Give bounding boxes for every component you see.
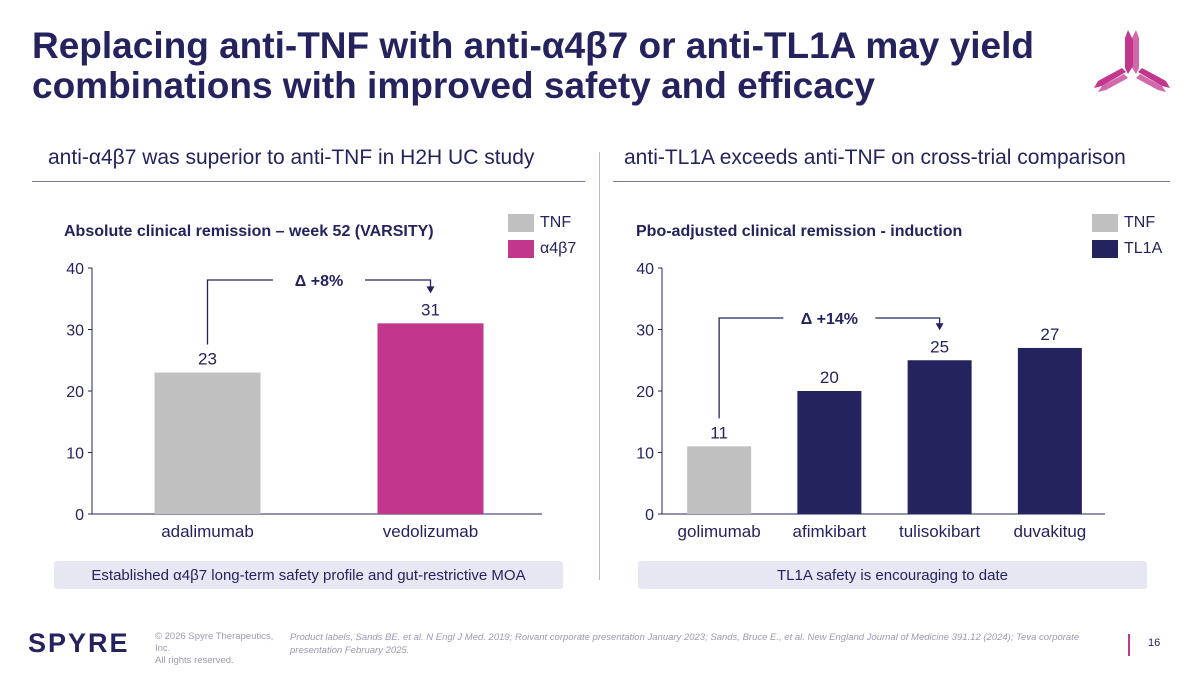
slide-title-line1: Replacing anti-TNF with anti-α4β7 or ant… bbox=[32, 25, 1034, 66]
spyre-wordmark: SPYRE bbox=[28, 628, 130, 658]
right-category-label: duvakitug bbox=[1013, 522, 1086, 541]
legend-swatch-tnf bbox=[1092, 214, 1118, 232]
copyright: © 2026 Spyre Therapeutics, Inc. All righ… bbox=[155, 631, 285, 667]
right-delta-label: Δ +14% bbox=[801, 311, 858, 328]
legend-swatch-a4b7 bbox=[508, 240, 534, 258]
right-delta-bracket-left bbox=[718, 317, 784, 419]
legend-item-tnf: TNF bbox=[1092, 210, 1162, 236]
left-delta-bracket-right bbox=[365, 279, 432, 290]
left-bar-adalimumab bbox=[154, 372, 261, 514]
left-delta-arrowhead-icon bbox=[426, 286, 435, 294]
legend-label-tnf: TNF bbox=[1124, 214, 1156, 231]
left-y-tick-label: 0 bbox=[75, 507, 84, 524]
left-value-label: 31 bbox=[421, 300, 440, 319]
legend-swatch-tl1a bbox=[1092, 240, 1118, 258]
copyright-line1: © 2026 Spyre Therapeutics, Inc. bbox=[155, 631, 274, 654]
right-bar-duvakitug bbox=[1017, 347, 1082, 514]
right-y-tick-label: 40 bbox=[636, 261, 654, 278]
left-callout: Established α4β7 long-term safety profil… bbox=[54, 561, 563, 589]
left-section-heading: anti-α4β7 was superior to anti-TNF in H2… bbox=[48, 146, 535, 169]
right-callout: TL1A safety is encouraging to date bbox=[638, 561, 1147, 589]
slide-title: Replacing anti-TNF with anti-α4β7 or ant… bbox=[32, 26, 1052, 106]
left-value-label: 23 bbox=[198, 350, 217, 369]
left-category-label: adalimumab bbox=[161, 522, 254, 541]
right-bar-tulisokibart bbox=[907, 360, 972, 514]
left-y-tick-label: 20 bbox=[66, 384, 84, 401]
legend-label-tl1a: TL1A bbox=[1124, 240, 1163, 257]
left-y-tick-label: 10 bbox=[66, 446, 84, 463]
right-bar-golimumab bbox=[687, 446, 752, 514]
legend-item-a4b7: α4β7 bbox=[508, 236, 576, 262]
right-value-label: 20 bbox=[820, 368, 839, 387]
right-bar-afimkibart bbox=[797, 391, 862, 514]
copyright-line2: All rights reserved. bbox=[155, 655, 234, 666]
left-y-tick-label: 30 bbox=[66, 323, 84, 340]
right-y-tick-label: 20 bbox=[636, 384, 654, 401]
right-delta-bracket-right bbox=[875, 317, 941, 327]
left-delta-label: Δ +8% bbox=[295, 273, 343, 290]
right-category-label: golimumab bbox=[678, 522, 761, 541]
page-number: 16 bbox=[1148, 637, 1161, 649]
right-delta-arrowhead-icon bbox=[935, 323, 944, 331]
right-chart-title: Pbo-adjusted clinical remission - induct… bbox=[636, 223, 963, 240]
right-y-tick-label: 30 bbox=[636, 323, 654, 340]
left-y-tick-label: 40 bbox=[66, 261, 84, 278]
slide-title-line2: combinations with improved safety and ef… bbox=[32, 65, 875, 106]
legend-label-a4b7: α4β7 bbox=[540, 240, 577, 257]
column-divider bbox=[599, 152, 600, 580]
right-y-tick-label: 10 bbox=[636, 446, 654, 463]
right-category-label: tulisokibart bbox=[899, 522, 981, 541]
legend-item-tnf: TNF bbox=[508, 210, 576, 236]
legend-item-tl1a: TL1A bbox=[1092, 236, 1162, 262]
legend-label-tnf: TNF bbox=[540, 214, 572, 231]
right-heading-rule bbox=[613, 181, 1170, 182]
legend-swatch-tnf bbox=[508, 214, 534, 232]
left-delta-bracket-left bbox=[206, 279, 273, 345]
references: Product labels, Sands BE. et al. N Engl … bbox=[290, 632, 1080, 656]
left-chart-title: Absolute clinical remission – week 52 (V… bbox=[64, 223, 434, 240]
right-section-heading: anti-TL1A exceeds anti-TNF on cross-tria… bbox=[624, 146, 1126, 169]
left-legend: TNF α4β7 bbox=[508, 210, 576, 262]
right-category-label: afimkibart bbox=[793, 522, 867, 541]
right-y-tick-label: 0 bbox=[645, 507, 654, 524]
right-value-label: 11 bbox=[710, 423, 728, 442]
left-bar-vedolizumab bbox=[377, 323, 484, 514]
left-category-label: vedolizumab bbox=[383, 522, 478, 541]
right-value-label: 27 bbox=[1040, 325, 1059, 344]
page-number-bar bbox=[1128, 634, 1130, 656]
left-heading-rule bbox=[32, 181, 585, 182]
spyre-logo-mark-icon bbox=[1094, 30, 1170, 92]
right-value-label: 25 bbox=[930, 337, 949, 356]
right-legend: TNF TL1A bbox=[1092, 210, 1162, 262]
